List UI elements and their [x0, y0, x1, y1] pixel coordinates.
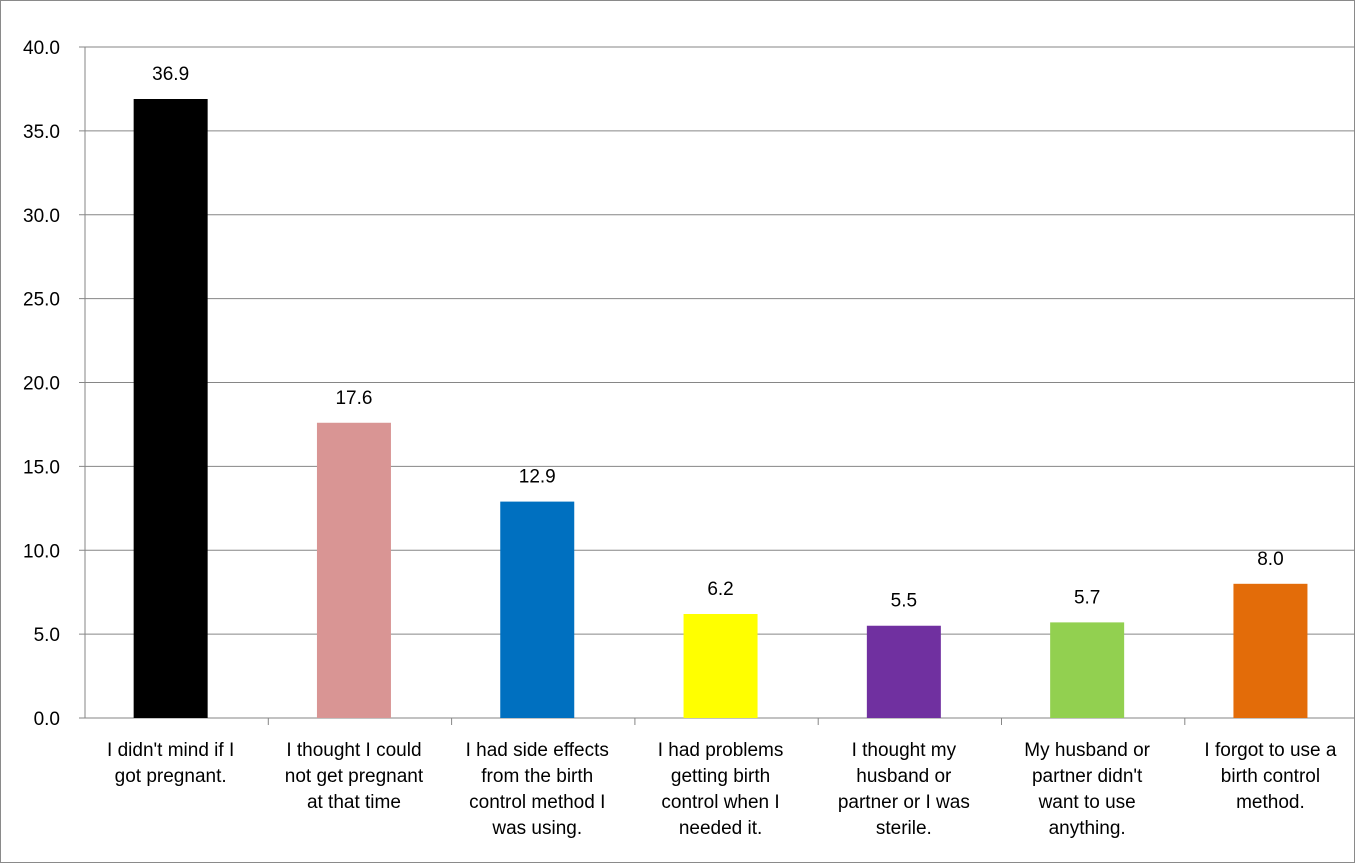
category-label-3-line-3: needed it.	[679, 818, 762, 839]
y-tick-label-1: 5.0	[34, 625, 60, 646]
category-label-4-line-3: sterile.	[876, 818, 932, 839]
category-label-1-line-2: at that time	[307, 792, 401, 813]
bars	[133, 99, 1308, 718]
category-label-4-line-1: husband or	[856, 766, 952, 787]
data-label-0: 36.9	[152, 64, 189, 85]
data-label-6: 8.0	[1257, 549, 1283, 570]
category-label-0: I didn't mind if I got pregnant.	[107, 740, 234, 787]
category-label-1: I thought I could not get pregnant at that…	[285, 740, 424, 813]
category-label-5-line-2: want to use	[1038, 792, 1136, 813]
category-label-4-line-0: I thought my	[852, 740, 957, 761]
y-tick-label-0: 0.0	[34, 709, 60, 730]
data-label-5: 5.7	[1074, 587, 1100, 608]
category-label-6-line-1: birth control	[1221, 766, 1320, 787]
bar-1	[316, 422, 391, 718]
category-label-5-line-1: partner didn't	[1032, 766, 1143, 787]
category-label-5: My husband or partner didn't want to use an…	[1024, 740, 1150, 839]
y-tick-label-4: 20.0	[23, 374, 60, 395]
data-label-4: 5.5	[891, 591, 917, 612]
bar-4	[866, 625, 941, 718]
category-label-4-line-2: partner or I was	[838, 792, 970, 813]
category-label-2-line-0: I had side effects	[466, 740, 609, 761]
category-label-5-line-3: anything.	[1049, 818, 1126, 839]
y-tick-label-5: 25.0	[23, 290, 60, 311]
data-label-2: 12.9	[519, 467, 556, 488]
bar-6	[1233, 583, 1308, 718]
category-label-3-line-1: getting birth	[671, 766, 770, 787]
y-tick-label-6: 30.0	[23, 206, 60, 227]
category-label-2: I had side effects from the birth control …	[466, 740, 609, 839]
category-label-4: I thought my husband or partner or I was st…	[838, 740, 970, 839]
data-label-3: 6.2	[707, 579, 733, 600]
category-label-1-line-0: I thought I could	[286, 740, 421, 761]
y-tick-label-7: 35.0	[23, 122, 60, 143]
gridlines	[85, 46, 1355, 635]
y-tick-label-3: 15.0	[23, 457, 60, 478]
category-label-5-line-0: My husband or	[1024, 740, 1150, 761]
category-label-0-line-0: I didn't mind if I	[107, 740, 234, 761]
category-label-0-line-1: got pregnant.	[115, 766, 227, 787]
bar-5	[1050, 622, 1125, 718]
y-tick-label-8: 40.0	[23, 38, 60, 59]
category-label-2-line-2: control method I	[469, 792, 605, 813]
y-tick-label-2: 10.0	[23, 541, 60, 562]
category-label-6: I forgot to use a birth control method.	[1204, 740, 1336, 813]
bar-3	[683, 613, 758, 718]
category-label-6-line-0: I forgot to use a	[1204, 740, 1336, 761]
category-label-1-line-1: not get pregnant	[285, 766, 424, 787]
bar-2	[500, 501, 575, 718]
bar-0	[133, 99, 208, 718]
category-label-2-line-1: from the birth	[481, 766, 593, 787]
category-label-3: I had problems getting birth control when …	[658, 740, 784, 839]
category-label-3-line-0: I had problems	[658, 740, 784, 761]
category-label-6-line-2: method.	[1236, 792, 1305, 813]
category-label-2-line-3: was using.	[491, 818, 582, 839]
data-label-1: 17.6	[335, 388, 372, 409]
labels: 0.0 5.0 10.0 15.0 20.0 25.0 30.0 35.0 40.0 36.9 I …	[23, 38, 1337, 839]
category-label-3-line-2: control when I	[661, 792, 779, 813]
